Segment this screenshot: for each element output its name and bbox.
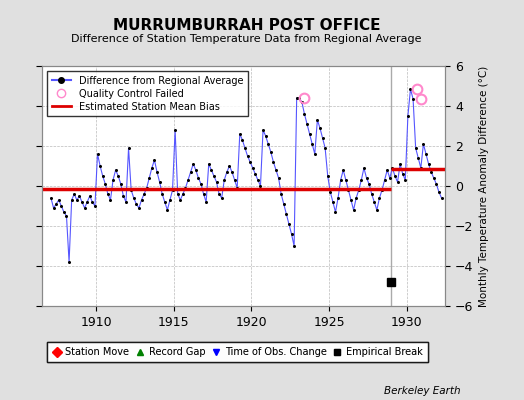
Y-axis label: Monthly Temperature Anomaly Difference (°C): Monthly Temperature Anomaly Difference (… bbox=[479, 65, 489, 307]
Legend: Station Move, Record Gap, Time of Obs. Change, Empirical Break: Station Move, Record Gap, Time of Obs. C… bbox=[47, 342, 428, 362]
Text: MURRUMBURRAH POST OFFICE: MURRUMBURRAH POST OFFICE bbox=[113, 18, 380, 33]
Text: Difference of Station Temperature Data from Regional Average: Difference of Station Temperature Data f… bbox=[71, 34, 421, 44]
Text: Berkeley Earth: Berkeley Earth bbox=[385, 386, 461, 396]
